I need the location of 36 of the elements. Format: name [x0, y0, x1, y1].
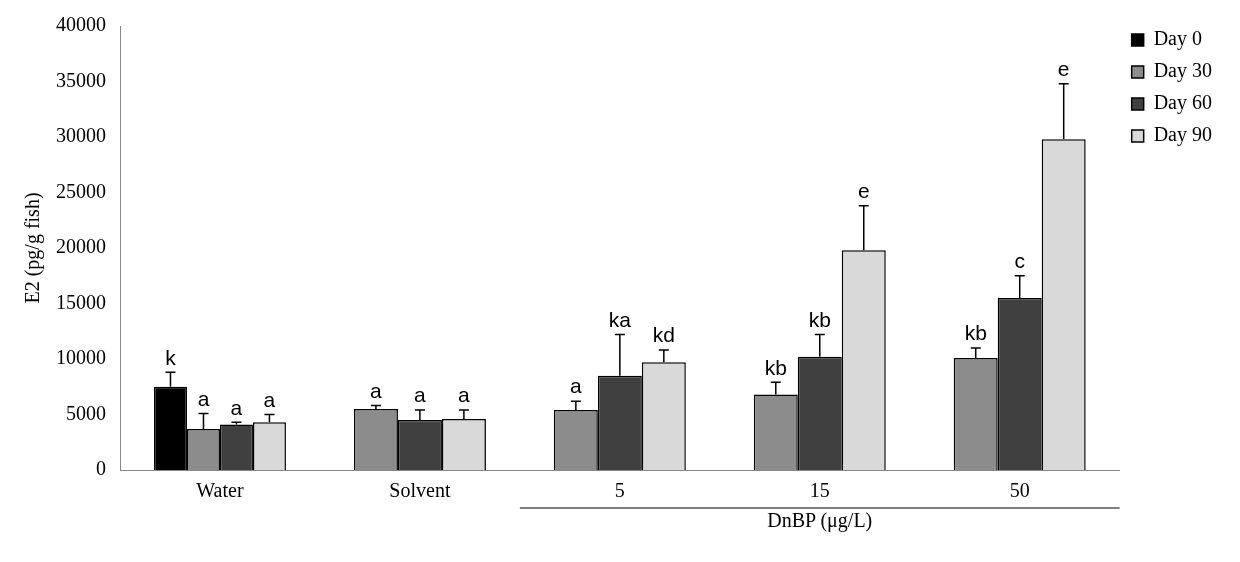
y-tick-label: 25000 — [56, 179, 106, 202]
data-label: e — [857, 179, 870, 203]
data-label: kb — [808, 307, 831, 331]
y-tick-label: 5000 — [66, 401, 106, 424]
x-tick-label: Solvent — [389, 479, 451, 502]
data-label: ka — [608, 307, 632, 331]
legend-label: Day 30 — [1153, 59, 1213, 83]
y-tick-label: 20000 — [56, 235, 106, 258]
y-tick-label: 10000 — [56, 346, 106, 369]
data-label: k — [165, 345, 177, 369]
y-tick-label: 30000 — [56, 124, 106, 147]
x-tick-label: 50 — [1009, 479, 1030, 502]
data-label: e — [1057, 57, 1070, 81]
legend-label: Day 90 — [1153, 123, 1213, 147]
data-label: a — [458, 383, 471, 407]
data-label: kb — [764, 355, 787, 379]
y-tick-label: 35000 — [56, 68, 106, 91]
data-label: a — [370, 378, 383, 402]
x-tick-label: 15 — [809, 479, 830, 502]
y-tick-label: 0 — [96, 457, 106, 480]
x-tick-label: 5 — [614, 479, 625, 502]
y-axis-title: E2 (pg/g fish) — [21, 192, 45, 304]
data-label: a — [414, 383, 427, 407]
y-tick-label: 15000 — [56, 290, 106, 313]
y-tick-label: 40000 — [56, 13, 106, 36]
data-label: a — [570, 374, 583, 398]
x-axis-title: DnBP (μg/L) — [767, 509, 873, 533]
data-label: a — [230, 395, 243, 419]
data-label: a — [263, 387, 276, 411]
data-label: a — [197, 386, 210, 410]
data-label: c — [1014, 249, 1025, 273]
data-label: kb — [964, 321, 987, 345]
legend-label: Day 60 — [1153, 91, 1213, 115]
legend-label: Day 0 — [1153, 27, 1203, 51]
data-label: kd — [652, 323, 675, 347]
x-tick-label: Water — [196, 479, 244, 502]
